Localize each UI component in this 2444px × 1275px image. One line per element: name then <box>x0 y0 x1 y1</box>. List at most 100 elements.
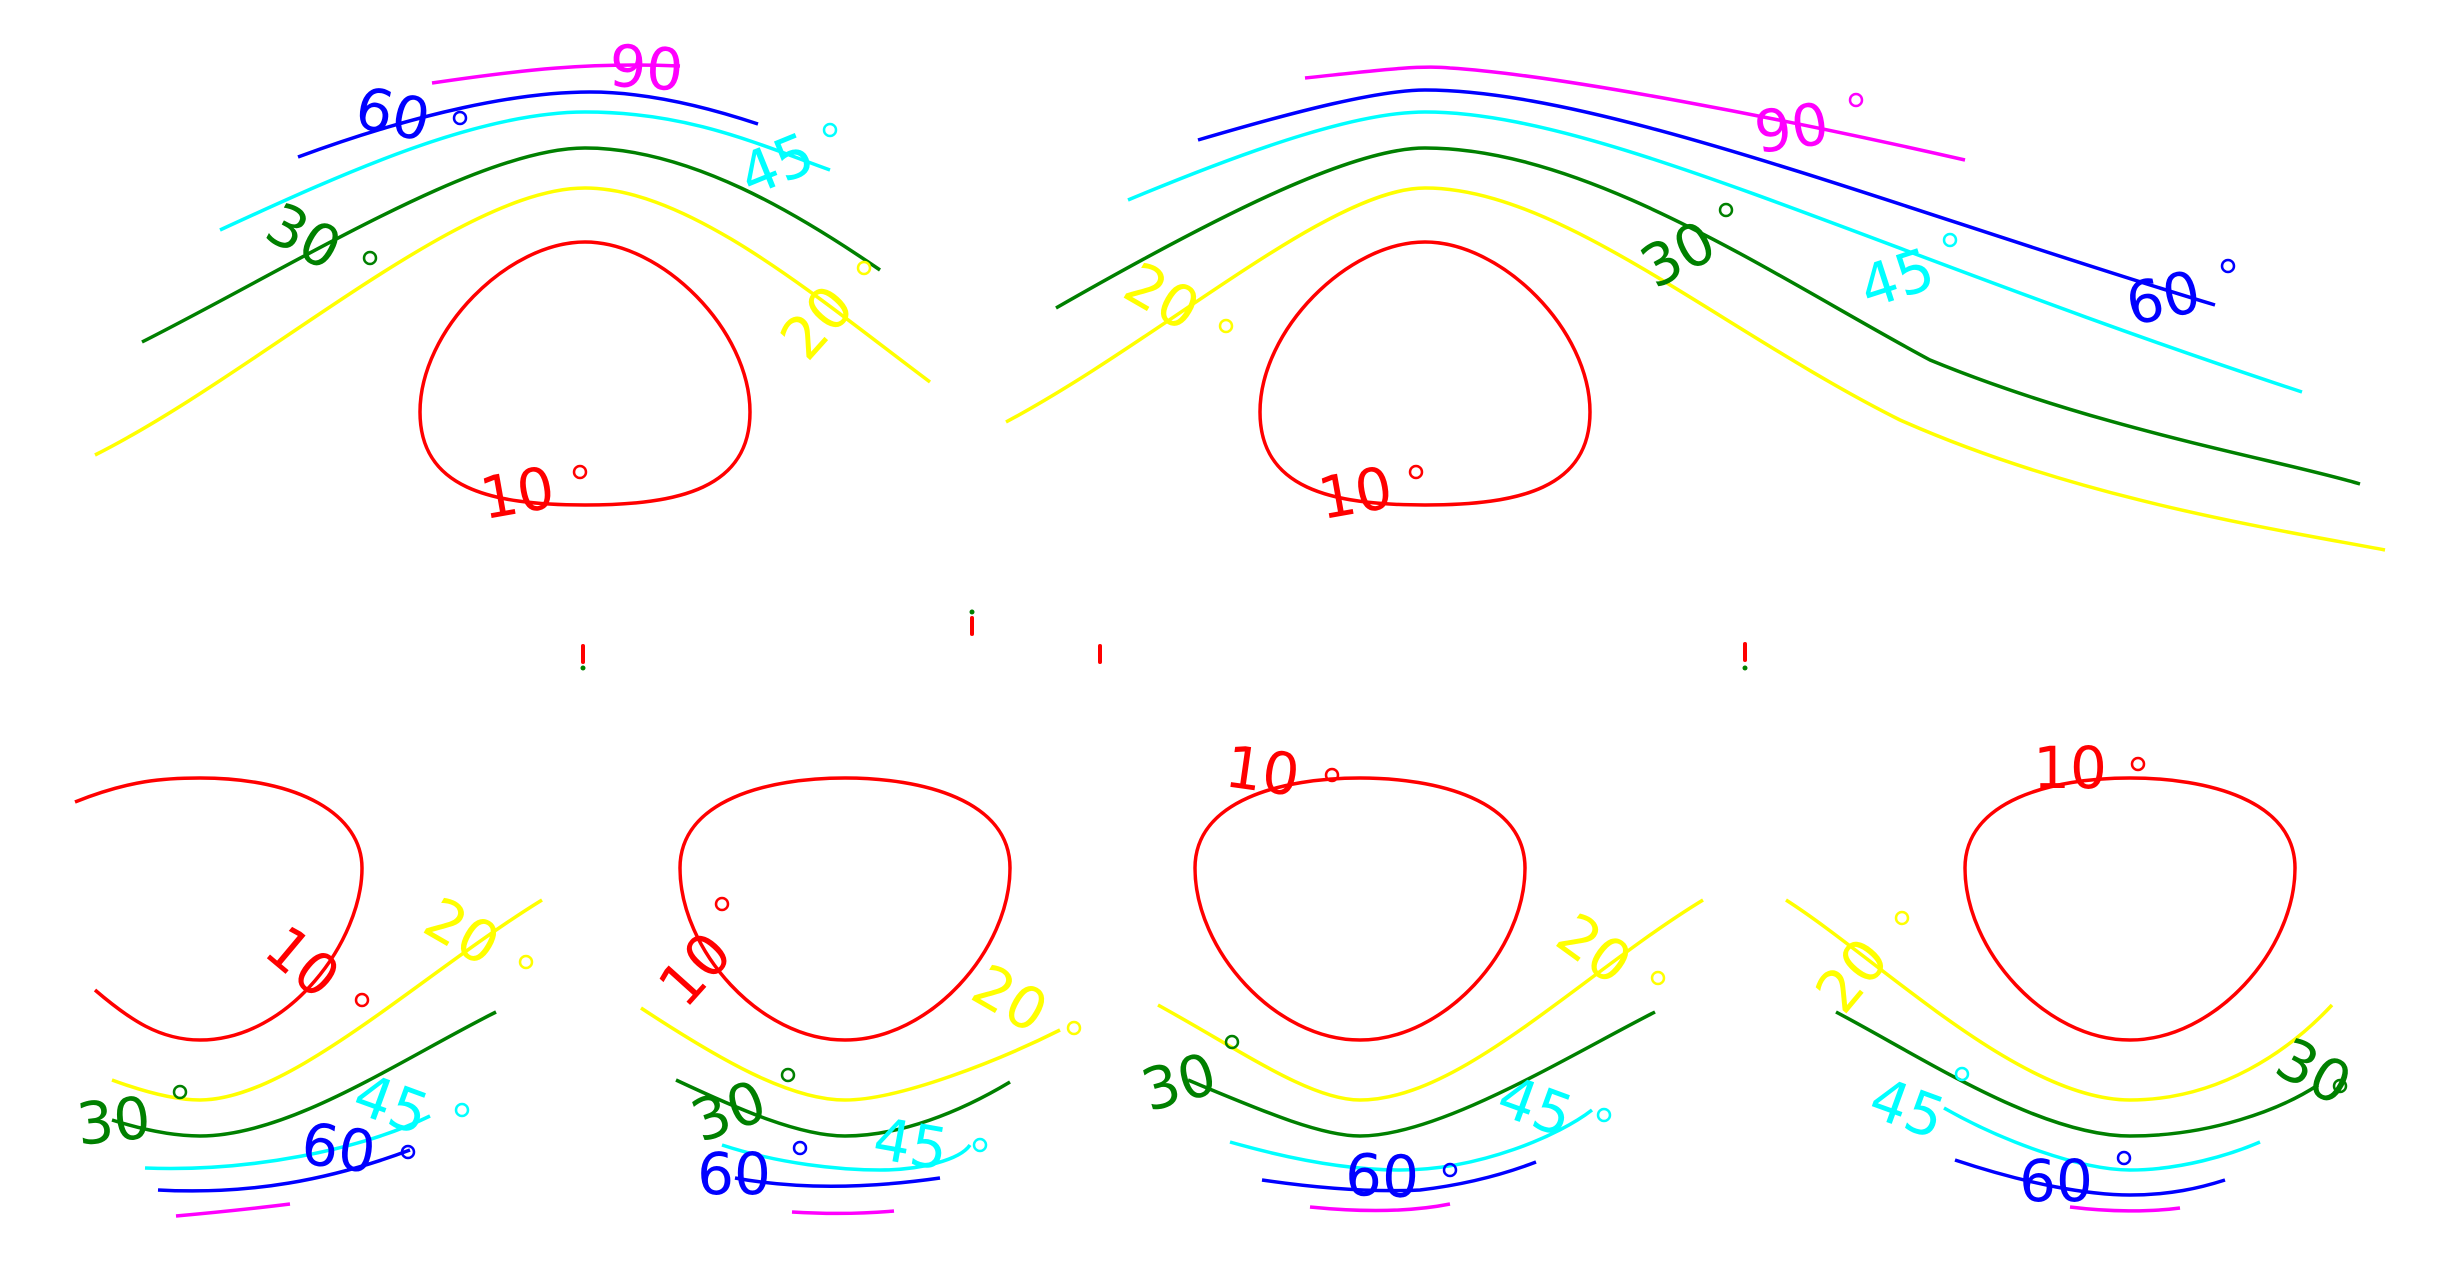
contour-line-30 <box>1835 1010 2319 1138</box>
contour-label-10: 10 <box>2033 734 2107 802</box>
tick-dot <box>1742 665 1748 671</box>
degree-mark-20 <box>1894 910 1910 926</box>
contour-label-45: 45 <box>1489 1062 1582 1151</box>
contour-line-45 <box>1127 110 2303 394</box>
contour-line-45 <box>219 110 831 232</box>
degree-mark-10 <box>354 992 370 1008</box>
degree-mark-10 <box>1324 767 1340 783</box>
contour-line-30 <box>675 1078 1011 1138</box>
degree-mark-20 <box>1218 318 1234 334</box>
contour-label-20: 20 <box>1544 900 1644 998</box>
degree-mark-60 <box>2220 258 2236 274</box>
contour-line-30 <box>1055 146 2361 486</box>
contour-line-20 <box>94 186 932 457</box>
degree-mark-45 <box>1954 1066 1970 1082</box>
degree-mark-20 <box>1650 970 1666 986</box>
degree-mark-60 <box>1442 1162 1458 1178</box>
contour-label-20: 20 <box>413 884 511 980</box>
contour-label-60: 60 <box>1344 1141 1420 1212</box>
contour-line-90 <box>175 1202 291 1218</box>
contour-label-10: 10 <box>1313 453 1397 533</box>
contour-line-45 <box>721 1143 972 1172</box>
degree-mark-45 <box>454 1102 470 1118</box>
contour-line-30 <box>1187 1010 1656 1138</box>
contour-line-20 <box>111 898 543 1102</box>
contour-label-60: 60 <box>297 1109 380 1187</box>
degree-mark-45 <box>1596 1107 1612 1123</box>
degree-mark-45 <box>1942 232 1958 248</box>
contour-label-30: 30 <box>255 189 352 284</box>
contour-line-90 <box>431 63 681 85</box>
degree-mark-60 <box>2116 1150 2132 1166</box>
contour-label-20: 20 <box>1113 249 1211 345</box>
degree-mark-20 <box>1066 1020 1082 1036</box>
contour-line-10 <box>418 240 752 507</box>
contour-label-60: 60 <box>697 1140 771 1208</box>
contour-line-90 <box>2069 1205 2181 1213</box>
contour-line-30 <box>111 1010 497 1138</box>
degree-mark-60 <box>452 110 468 126</box>
degree-mark-90 <box>1848 92 1864 108</box>
degree-mark-20 <box>518 954 534 970</box>
contour-label-20: 20 <box>1802 925 1902 1025</box>
contour-line-10 <box>1963 776 2297 1042</box>
contour-line-45 <box>1229 1108 1594 1172</box>
contour-line-45 <box>1943 1106 2261 1172</box>
contour-line-20 <box>1157 898 1704 1102</box>
contour-label-10: 10 <box>252 912 352 1012</box>
tick-dot <box>580 665 586 671</box>
degree-mark-30 <box>2332 1078 2348 1094</box>
contour-label-30: 30 <box>73 1083 154 1158</box>
contour-label-60: 60 <box>350 73 436 155</box>
contour-label-45: 45 <box>730 119 824 210</box>
contour-line-60 <box>1261 1160 1537 1193</box>
contour-line-60 <box>1954 1158 2226 1197</box>
contour-line-45 <box>144 1114 431 1171</box>
contour-line-10 <box>1193 776 1527 1042</box>
degree-mark-10 <box>572 464 588 480</box>
degree-mark-60 <box>792 1140 808 1156</box>
degree-mark-10 <box>714 896 730 912</box>
contour-label-60: 60 <box>2019 1147 2093 1215</box>
contour-label-90: 90 <box>607 32 685 105</box>
contour-line-90 <box>1309 1202 1451 1213</box>
contour-line-20 <box>1005 186 2386 552</box>
contour-line-10 <box>1258 240 1592 507</box>
contour-label-45: 45 <box>868 1104 952 1184</box>
contour-line-60 <box>1197 88 2216 307</box>
contour-line-20 <box>1785 898 2334 1102</box>
contour-label-90: 90 <box>1750 89 1833 167</box>
degree-mark-30 <box>172 1084 188 1100</box>
contour-label-10: 10 <box>1221 732 1304 810</box>
degree-mark-10 <box>1408 464 1424 480</box>
degree-mark-30 <box>362 250 378 266</box>
degree-mark-45 <box>822 122 838 138</box>
degree-mark-60 <box>400 1144 416 1160</box>
contour-label-30: 30 <box>1630 207 1727 302</box>
contour-label-20: 20 <box>767 272 867 372</box>
contour-label-30: 30 <box>1134 1039 1224 1125</box>
contour-line-90 <box>1304 65 1966 162</box>
degree-mark-45 <box>972 1137 988 1153</box>
contour-label-45: 45 <box>1861 1064 1954 1153</box>
contour-line-20 <box>640 1006 1061 1102</box>
contour-line-60 <box>297 90 759 159</box>
contour-label-10: 10 <box>645 919 745 1019</box>
degree-mark-30 <box>1718 202 1734 218</box>
degree-mark-20 <box>856 260 872 276</box>
contour-line-60 <box>734 1176 941 1189</box>
degree-mark-30 <box>780 1067 796 1083</box>
tick-dot <box>969 609 975 615</box>
contour-line-10 <box>74 776 364 1042</box>
contour-line-10 <box>678 776 1012 1042</box>
contour-line-30 <box>141 146 881 344</box>
contour-line-90 <box>791 1209 895 1216</box>
scatter-marks <box>580 609 1748 671</box>
degree-mark-10 <box>2130 756 2146 772</box>
degree-mark-30 <box>1224 1034 1240 1050</box>
contour-label-45: 45 <box>1851 235 1942 322</box>
contour-line-60 <box>157 1148 411 1193</box>
contour-lines <box>74 63 2386 1218</box>
contour-label-60: 60 <box>2120 257 2206 339</box>
